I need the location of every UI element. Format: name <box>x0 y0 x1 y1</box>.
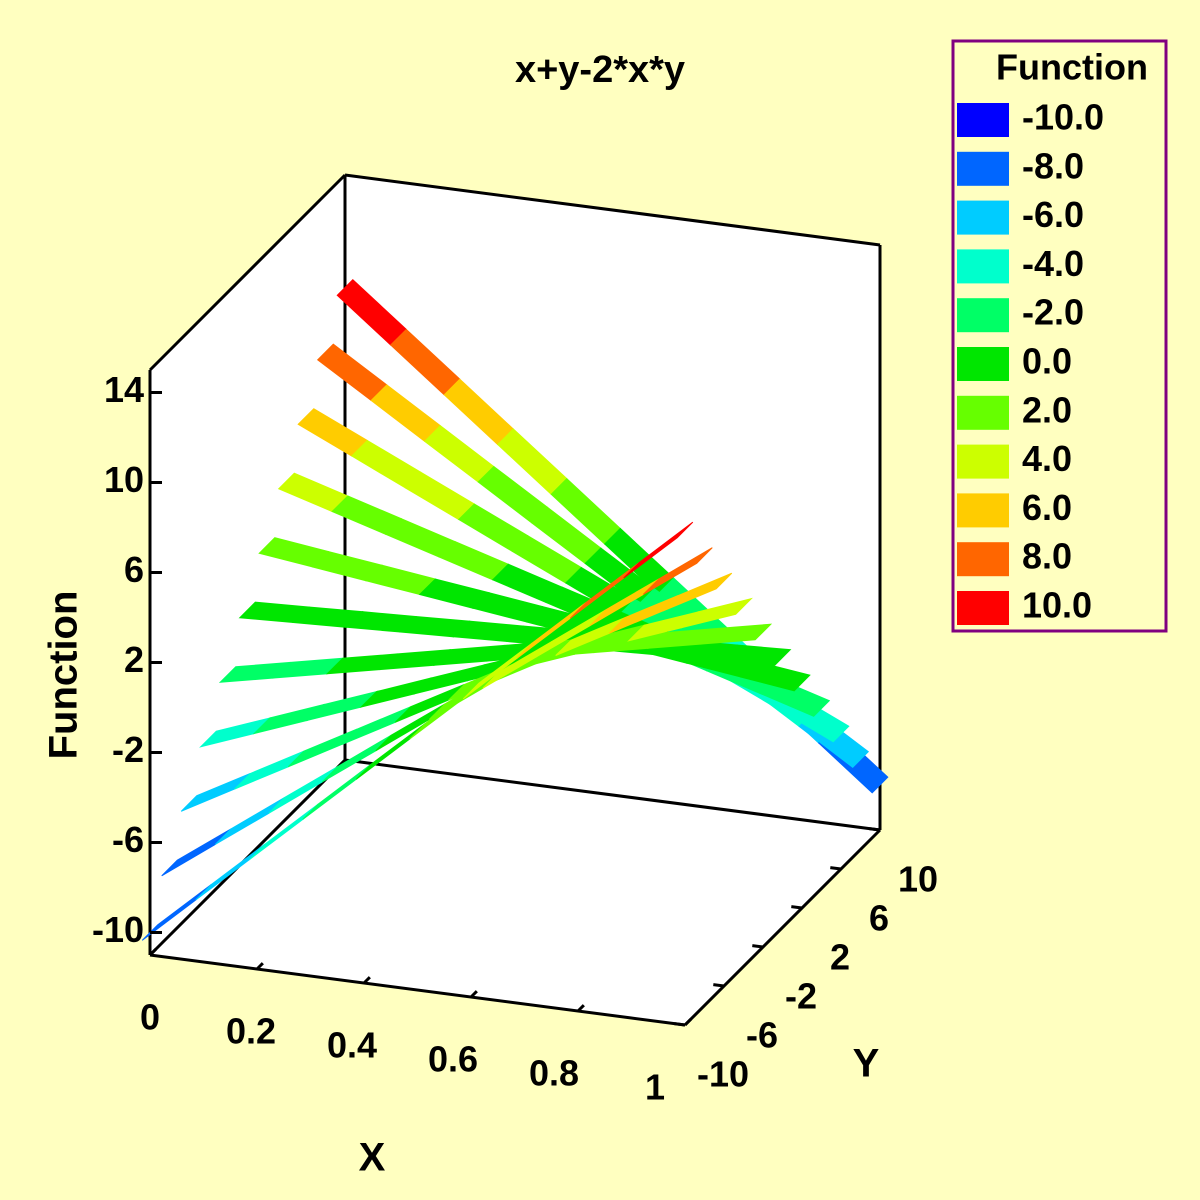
ribbon-segment <box>680 597 753 629</box>
ribbon-segment <box>662 572 733 612</box>
legend-label: 2.0 <box>1022 389 1072 430</box>
legend-label: -8.0 <box>1022 145 1084 186</box>
legend-swatch <box>957 103 1009 137</box>
chart-title: x+y-2*x*y <box>515 49 685 91</box>
legend-label: 8.0 <box>1022 536 1072 577</box>
x-tick-label: 1 <box>645 1067 665 1108</box>
x-tick-label: 0.6 <box>428 1039 478 1080</box>
legend-swatch <box>957 591 1009 625</box>
y-tick <box>830 866 842 871</box>
legend-title: Function <box>996 47 1148 88</box>
x-axis-label: X <box>359 1136 386 1180</box>
y-tick <box>674 1022 686 1027</box>
box-edge <box>149 953 686 1027</box>
legend-swatch <box>957 395 1009 430</box>
legend-label: 4.0 <box>1022 438 1072 479</box>
ribbon-segment <box>642 547 713 595</box>
legend-label: 10.0 <box>1022 585 1092 626</box>
legend-box <box>951 39 1168 633</box>
box-edge <box>148 173 347 372</box>
legend: Function -10.0 -8.0 -6.0 -4.0 -2.0 0.0 2.0 4.0 6… <box>951 39 1168 633</box>
y-tick-label: -2 <box>785 976 817 1017</box>
z-tick-label: 10 <box>104 459 144 500</box>
box-edge <box>683 828 882 1027</box>
y-tick-label: -10 <box>697 1054 749 1095</box>
z-axis-label: Function <box>42 591 86 760</box>
surface <box>141 279 889 941</box>
x-tick-label: 0.2 <box>226 1011 276 1052</box>
legend-label: 6.0 <box>1022 487 1072 528</box>
legend-swatch <box>957 444 1009 479</box>
y-tick-label: 2 <box>830 937 850 978</box>
y-tick <box>791 905 803 910</box>
x-tick-label: 0.8 <box>529 1053 579 1094</box>
box-edge <box>344 758 881 832</box>
y-tick <box>869 827 881 832</box>
legend-swatch <box>957 298 1009 333</box>
ribbon-segment <box>720 644 792 666</box>
legend-swatch <box>957 249 1009 284</box>
legend-label: -4.0 <box>1022 243 1084 284</box>
z-tick-label: 2 <box>124 639 144 680</box>
ribbon-segment <box>739 660 811 692</box>
legend-label: -6.0 <box>1022 194 1084 235</box>
legend-label: 0.0 <box>1022 341 1072 382</box>
x-tick <box>576 1004 585 1013</box>
legend-swatch <box>957 542 1009 577</box>
x-tick <box>362 976 371 985</box>
legend-label: -10.0 <box>1022 97 1104 138</box>
legend-swatch <box>957 200 1009 235</box>
x-tick-label: 0 <box>140 997 160 1038</box>
ribbon-segment <box>623 521 694 579</box>
z-tick-label: -2 <box>112 729 144 770</box>
legend-swatch <box>957 151 1009 186</box>
legend-swatch <box>957 493 1009 528</box>
x-tick <box>148 948 157 957</box>
legend-label: -2.0 <box>1022 292 1084 333</box>
z-tick-label: -6 <box>112 819 144 860</box>
x-tick <box>255 962 264 971</box>
z-tick-label: 14 <box>104 369 144 410</box>
legend-swatch <box>957 347 1009 381</box>
x-tick-label: 0.4 <box>327 1025 377 1066</box>
x-tick <box>683 1018 692 1027</box>
box-edge <box>344 173 881 247</box>
y-tick <box>713 983 725 988</box>
z-tick-label: 6 <box>124 549 144 590</box>
y-tick-label: -6 <box>746 1015 778 1056</box>
ribbon-segment <box>700 623 773 645</box>
y-tick-label: 6 <box>869 898 889 939</box>
y-tick-label: 10 <box>898 859 938 900</box>
z-tick-label: -10 <box>92 909 144 950</box>
x-tick <box>469 990 478 999</box>
y-tick <box>752 944 764 949</box>
y-axis-label: Y <box>853 1042 880 1086</box>
